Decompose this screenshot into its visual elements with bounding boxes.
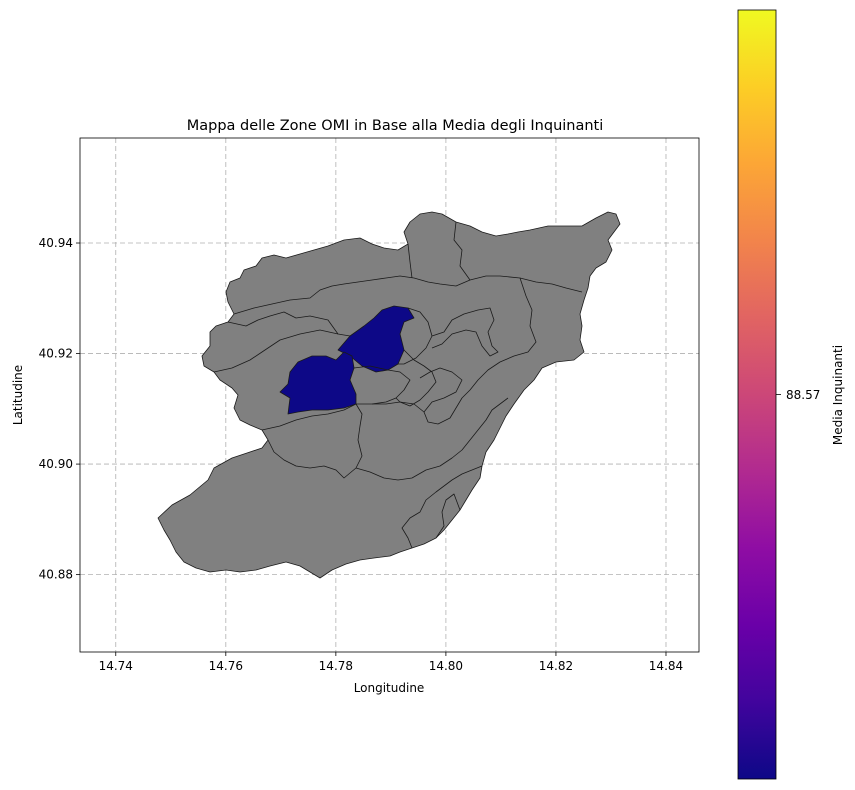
chart-title: Mappa delle Zone OMI in Base alla Media … xyxy=(187,118,604,134)
x-axis-label: Longitudine xyxy=(354,681,425,695)
x-axis-ticks: 14.74 14.76 14.78 14.80 14.82 14.84 xyxy=(99,652,683,673)
zone-no-data xyxy=(157,211,621,579)
zone-data-south xyxy=(279,351,357,415)
colorbar: 88.57 Media Inquinanti xyxy=(737,9,845,780)
x-tick-label: 14.74 xyxy=(99,659,133,673)
colorbar-gradient xyxy=(737,9,777,780)
x-tick-label: 14.76 xyxy=(209,659,243,673)
x-tick-label: 14.80 xyxy=(429,659,463,673)
map-layer xyxy=(157,211,621,579)
x-tick-label: 14.84 xyxy=(649,659,683,673)
y-tick-label: 40.88 xyxy=(39,568,73,582)
y-tick-label: 40.92 xyxy=(39,347,73,361)
zone-boundaries xyxy=(213,221,583,549)
y-tick-label: 40.90 xyxy=(39,457,73,471)
x-tick-label: 14.82 xyxy=(539,659,573,673)
zone-data-north xyxy=(337,305,415,373)
colorbar-label: Media Inquinanti xyxy=(831,345,845,445)
colorbar-tick-label: 88.57 xyxy=(786,388,820,402)
x-tick-label: 14.78 xyxy=(319,659,353,673)
y-axis-label: Latitudine xyxy=(11,365,25,425)
y-axis-ticks: 40.88 40.90 40.92 40.94 xyxy=(39,236,80,582)
y-tick-label: 40.94 xyxy=(39,236,73,250)
axes-frame xyxy=(79,137,700,653)
